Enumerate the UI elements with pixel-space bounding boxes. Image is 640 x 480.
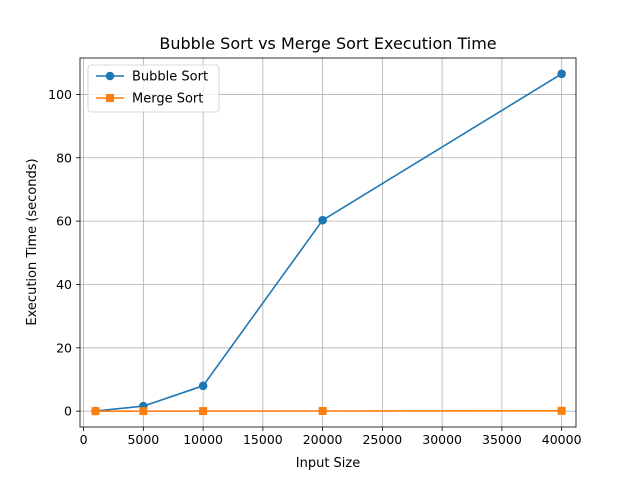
- data-point: [557, 69, 566, 79]
- y-tick-label: 80: [56, 150, 72, 165]
- data-point: [91, 407, 100, 416]
- x-tick-label: 40000: [542, 432, 582, 447]
- axes: [79, 57, 577, 428]
- x-tick-label: 25000: [362, 432, 402, 447]
- y-tick-label: 60: [56, 214, 72, 229]
- data-point: [198, 381, 208, 391]
- series-merge-sort: [91, 406, 566, 416]
- ticks: 0 5000 10000 15000 20000 25000 30000 35000 40000…: [48, 87, 581, 447]
- data-point: [557, 406, 566, 415]
- legend-item: Merge Sort: [96, 92, 203, 107]
- legend-label: Bubble Sort: [132, 70, 208, 85]
- y-axis-label: Execution Time (seconds): [25, 158, 40, 325]
- chart-title: Bubble Sort vs Merge Sort Execution Time: [159, 34, 496, 53]
- legend-marker: [105, 71, 115, 81]
- plot-frame: [79, 57, 577, 428]
- x-tick-label: 0: [80, 432, 88, 447]
- y-tick-label: 40: [56, 277, 72, 292]
- x-axis-label: Input Size: [296, 456, 360, 471]
- x-tick-label: 5000: [127, 432, 159, 447]
- data-point: [139, 407, 148, 416]
- data-point: [318, 215, 327, 225]
- series-layer: [91, 69, 566, 416]
- legend-marker: [106, 94, 114, 102]
- legend-item: Bubble Sort: [96, 70, 208, 85]
- x-tick-label: 20000: [303, 432, 343, 447]
- legend-label: Merge Sort: [132, 92, 203, 107]
- x-tick-label: 35000: [482, 432, 522, 447]
- legend: Bubble Sort Merge Sort: [87, 64, 220, 113]
- x-tick-label: 30000: [422, 432, 462, 447]
- y-tick-label: 0: [64, 404, 72, 419]
- data-point: [318, 406, 327, 415]
- y-tick-label: 20: [56, 340, 72, 355]
- x-tick-label: 10000: [183, 432, 223, 447]
- data-point: [199, 407, 208, 416]
- x-tick-label: 15000: [243, 432, 283, 447]
- y-tick-label: 100: [48, 87, 72, 102]
